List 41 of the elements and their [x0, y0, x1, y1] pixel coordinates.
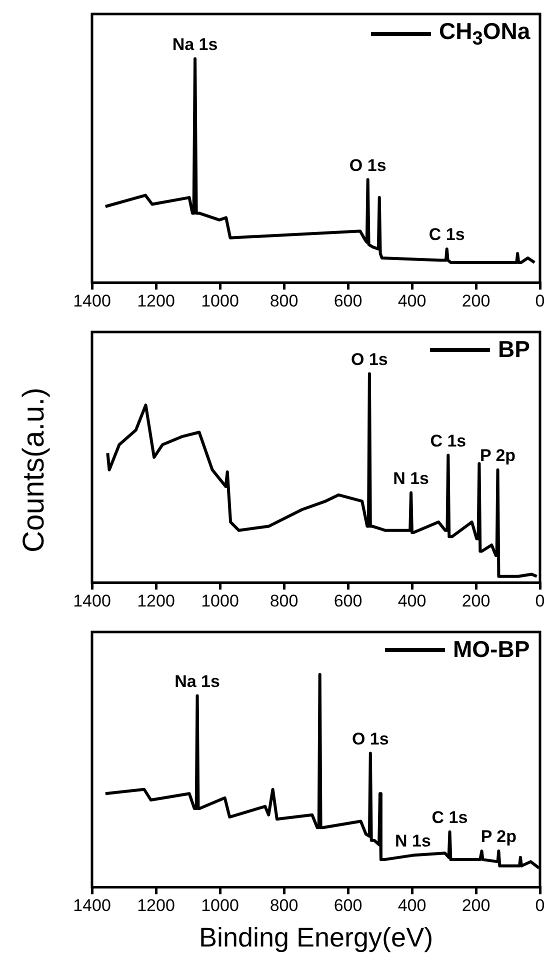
x-tick-label: 1200: [137, 591, 175, 610]
x-tick-label: 400: [398, 896, 426, 916]
x-tick-label: 1400: [73, 896, 111, 916]
x-tick-label: 200: [462, 591, 490, 610]
x-tick-label: 1000: [201, 591, 239, 610]
x-tick-label: 200: [462, 896, 490, 916]
x-tick-label: 800: [270, 896, 298, 916]
x-tick-label: 600: [334, 291, 362, 310]
x-tick-label: 600: [334, 591, 362, 610]
x-tick-label: 1400: [73, 591, 111, 610]
x-tick-label: 0: [535, 291, 545, 310]
x-tick-label: 0: [535, 591, 545, 610]
annotation: C 1s: [432, 808, 468, 828]
x-tick-label: 1200: [137, 896, 175, 916]
annotation: Na 1s: [174, 672, 220, 691]
annotation: O 1s: [351, 350, 388, 369]
legend-label: CH$_{3}$ONa: [439, 18, 530, 51]
annotation: N 1s: [395, 831, 431, 850]
legend-label: BP: [498, 336, 530, 363]
y-axis-title: Counts(a.u.): [17, 387, 52, 553]
x-tick-label: 800: [270, 291, 298, 310]
annotation: N 1s: [393, 468, 429, 488]
x-tick-label: 600: [334, 896, 362, 916]
x-axis-title: Binding Energy(eV): [198, 922, 434, 952]
x-tick-label: 1000: [201, 896, 239, 916]
x-tick-label: 0: [535, 896, 545, 916]
x-tick-label: 800: [270, 591, 298, 610]
annotation: C 1s: [430, 431, 466, 450]
annotation: O 1s: [352, 729, 389, 748]
annotation: P 2p: [480, 446, 516, 466]
x-tick-label: 400: [398, 591, 426, 610]
x-tick-label: 200: [462, 291, 490, 310]
annotation: C 1s: [428, 225, 465, 244]
legend-label: MO-BP: [453, 636, 530, 663]
annotation: Na 1s: [172, 34, 218, 54]
x-tick-label: 1000: [201, 291, 239, 310]
annotation: P 2p: [480, 827, 517, 846]
x-tick-label: 1200: [137, 291, 175, 310]
x-tick-label: 1400: [73, 291, 111, 310]
x-tick-label: 400: [398, 291, 426, 310]
annotation: O 1s: [349, 156, 386, 175]
